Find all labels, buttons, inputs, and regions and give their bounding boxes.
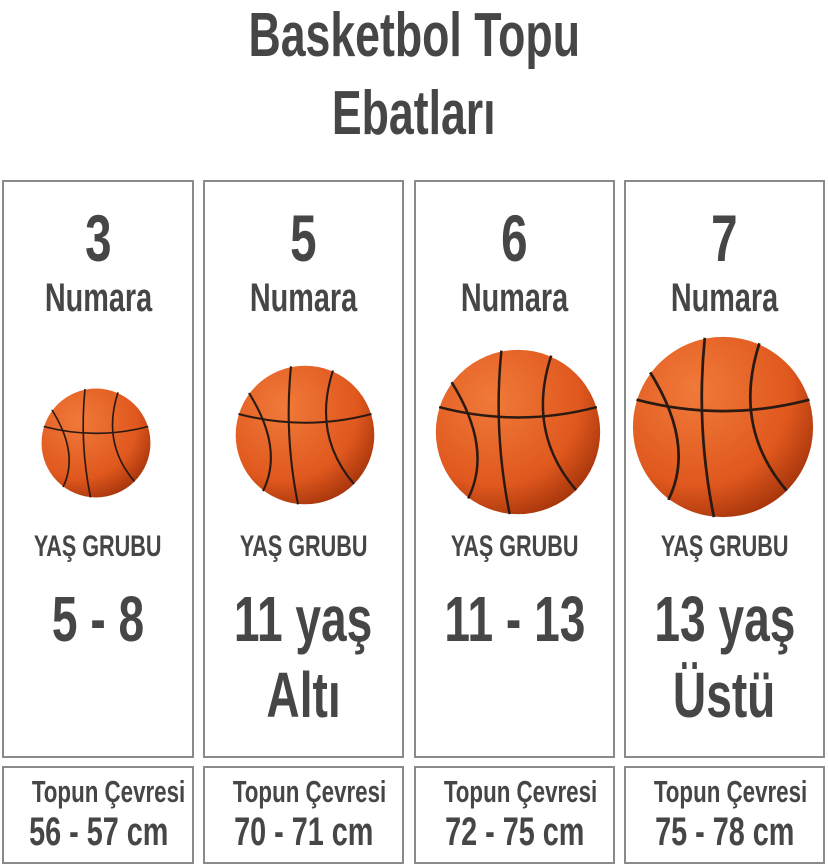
- circumference-label: Topun Çevresi: [653, 774, 808, 809]
- circumference-label: Topun Çevresi: [232, 774, 387, 809]
- age-group-value-line-2: [414, 658, 615, 732]
- age-group-label: YAŞ GRUBU: [450, 530, 579, 563]
- age-group-value-line-2: [2, 658, 194, 732]
- size-number-label: Numara: [460, 276, 569, 320]
- title-line-2: Ebatları: [332, 79, 496, 148]
- size-number: 3: [84, 201, 112, 275]
- basketball-icon: [41, 388, 151, 498]
- size-number-label: Numara: [670, 276, 779, 320]
- circumference-card: [624, 766, 825, 864]
- circumference-value: 75 - 78 cm: [654, 810, 795, 854]
- age-group-value: 11 yaş: [234, 583, 373, 655]
- age-group-value: 11 - 13: [444, 583, 585, 655]
- basketball-icon: [435, 349, 601, 515]
- circumference-value: 70 - 71 cm: [233, 810, 374, 854]
- size-number: 6: [501, 201, 528, 275]
- size-number: 7: [711, 201, 738, 275]
- basketball-icon: [235, 365, 375, 505]
- title-line-1: Basketbol Topu: [248, 1, 580, 70]
- basketball-icon: [632, 336, 814, 518]
- age-group-label: YAŞ GRUBU: [239, 530, 368, 563]
- circumference-card: [203, 766, 404, 864]
- age-group-value: 5 - 8: [51, 583, 145, 655]
- size-number: 5: [290, 201, 317, 275]
- size-number-label: Numara: [44, 276, 152, 320]
- circumference-card: [414, 766, 615, 864]
- age-group-label: YAŞ GRUBU: [34, 530, 162, 563]
- circumference-value: 56 - 57 cm: [29, 810, 169, 854]
- age-group-value: 13 yaş: [654, 583, 795, 655]
- age-group-value-line-2: Üstü: [673, 659, 776, 731]
- circumference-value: 72 - 75 cm: [444, 810, 585, 854]
- age-group-label: YAŞ GRUBU: [660, 530, 789, 563]
- circumference-label: Topun Çevresi: [31, 774, 186, 809]
- circumference-card: [2, 766, 194, 864]
- size-number-label: Numara: [249, 276, 358, 320]
- age-group-value-line-2: Altı: [266, 659, 341, 731]
- circumference-label: Topun Çevresi: [443, 774, 598, 809]
